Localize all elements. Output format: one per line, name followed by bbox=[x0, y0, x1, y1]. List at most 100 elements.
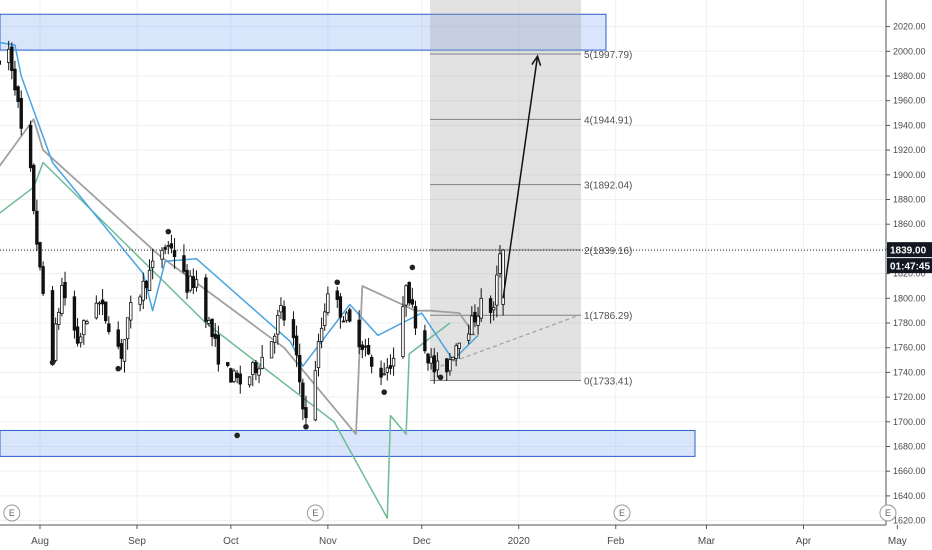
candle bbox=[125, 317, 130, 350]
candle bbox=[470, 306, 474, 336]
candle bbox=[326, 286, 330, 316]
price-axis-bg bbox=[886, 0, 932, 550]
time-axis[interactable]: Aug Sep Oct Nov Dec 2020 Feb Mar Apr May bbox=[0, 524, 907, 550]
candle-body bbox=[50, 290, 55, 362]
candle bbox=[294, 325, 299, 368]
trend-line-green[interactable] bbox=[0, 161, 451, 519]
candle bbox=[129, 295, 133, 329]
time-axis-bg bbox=[0, 525, 886, 550]
candle bbox=[247, 376, 252, 388]
trend-line-grey[interactable] bbox=[0, 118, 476, 436]
candle bbox=[488, 295, 493, 324]
zone-support bbox=[0, 429, 696, 457]
candle bbox=[16, 85, 20, 108]
earnings-icon[interactable] bbox=[613, 504, 631, 522]
earnings-label: E bbox=[885, 508, 891, 518]
candle-body bbox=[160, 249, 164, 260]
candle-body bbox=[147, 269, 152, 291]
candle-body bbox=[495, 274, 499, 306]
candle bbox=[122, 339, 127, 373]
candle bbox=[388, 354, 393, 375]
candle bbox=[498, 245, 502, 278]
candle-body bbox=[276, 314, 280, 335]
earnings-icon[interactable] bbox=[306, 504, 324, 522]
candle-body bbox=[72, 296, 77, 331]
candle-body bbox=[107, 323, 111, 333]
candle-body bbox=[291, 319, 296, 339]
price-tick-label: 1920.00 bbox=[893, 145, 926, 155]
candle-body bbox=[357, 319, 361, 348]
forecast-arrow-head[interactable] bbox=[531, 54, 542, 67]
candle bbox=[476, 306, 480, 335]
candle-body bbox=[426, 353, 430, 364]
time-tick-label: Feb bbox=[607, 536, 625, 547]
forecast-arrow-shaft[interactable] bbox=[502, 56, 539, 299]
candle bbox=[391, 347, 396, 376]
trend-lines[interactable] bbox=[0, 41, 579, 519]
candle-body bbox=[226, 362, 230, 366]
candle-body bbox=[316, 341, 321, 369]
candle-body bbox=[7, 48, 11, 63]
candle-body bbox=[85, 321, 89, 325]
candle-body bbox=[116, 329, 120, 347]
candle bbox=[257, 365, 261, 384]
candle bbox=[185, 264, 189, 300]
forecast-arrow[interactable] bbox=[502, 54, 542, 299]
zones bbox=[0, 13, 696, 457]
trend-line-blue[interactable] bbox=[0, 41, 479, 367]
price-axis[interactable]: 1620.00 1640.00 1660.00 1680.00 1700.00 1720.… bbox=[885, 0, 932, 550]
earnings-event[interactable]: E bbox=[3, 504, 21, 522]
candle-body bbox=[229, 368, 233, 383]
candle-body bbox=[338, 296, 343, 318]
candle bbox=[304, 395, 308, 428]
candle-body bbox=[413, 306, 418, 329]
earnings-event[interactable]: E bbox=[613, 504, 631, 522]
candle bbox=[341, 316, 346, 323]
candle-body bbox=[382, 373, 386, 376]
candle bbox=[207, 316, 211, 327]
candle-body bbox=[0, 60, 2, 65]
candle-body bbox=[369, 356, 374, 367]
last-price-badge bbox=[887, 242, 932, 258]
candle bbox=[301, 378, 305, 420]
candle bbox=[57, 307, 61, 330]
fib-level-label: 0(1733.41) bbox=[584, 377, 632, 388]
candle bbox=[172, 238, 177, 269]
earnings-event[interactable]: E bbox=[879, 504, 897, 522]
candle-body bbox=[435, 360, 440, 371]
candle bbox=[147, 259, 152, 292]
candle-body bbox=[10, 46, 14, 71]
earnings-icon[interactable] bbox=[3, 504, 21, 522]
time-tick-label: Dec bbox=[413, 536, 431, 547]
candle bbox=[319, 317, 324, 349]
candle-body bbox=[423, 330, 427, 352]
candles bbox=[0, 40, 505, 428]
time-tick-label: 2020 bbox=[508, 536, 531, 547]
time-tick-label: Aug bbox=[31, 536, 49, 547]
price-tick-label: 1660.00 bbox=[893, 466, 926, 476]
candle bbox=[107, 316, 111, 335]
candle bbox=[423, 324, 427, 354]
candle bbox=[338, 292, 343, 329]
candle-body bbox=[454, 345, 458, 359]
earnings-event[interactable]: E bbox=[306, 504, 324, 522]
candle bbox=[94, 295, 99, 320]
candle-body bbox=[41, 266, 45, 294]
candle-body bbox=[232, 370, 236, 382]
swing-point bbox=[381, 389, 387, 395]
candle-body bbox=[210, 318, 214, 337]
candle bbox=[50, 285, 55, 366]
candle-body bbox=[282, 306, 286, 321]
trend-line-dashed[interactable] bbox=[440, 315, 579, 367]
price-tick-label: 1800.00 bbox=[893, 293, 926, 303]
candle-body bbox=[448, 359, 452, 372]
candle-body bbox=[35, 210, 39, 245]
fib-extension[interactable]: 0(1733.41) 1(1786.29) 2(1839.16) 3(1892.04)… bbox=[430, 0, 632, 388]
candle bbox=[216, 325, 221, 372]
fib-level-label: 4(1944.91) bbox=[584, 115, 632, 126]
price-tick-label: 1980.00 bbox=[893, 71, 926, 81]
earnings-icon[interactable] bbox=[879, 504, 897, 522]
candle bbox=[38, 241, 42, 271]
